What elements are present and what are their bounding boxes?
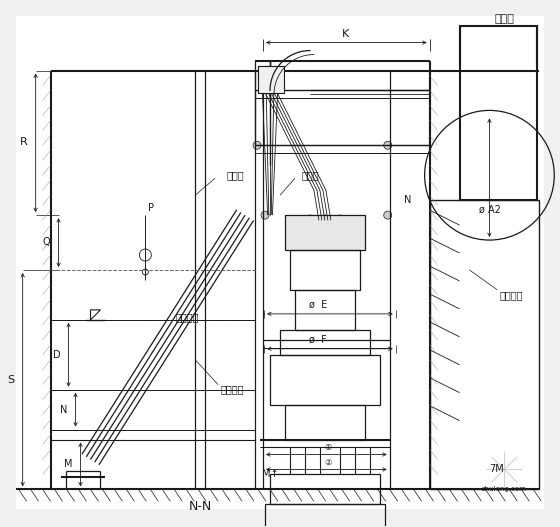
Bar	[460, 26, 538, 200]
Text: 穿墙管: 穿墙管	[494, 14, 514, 24]
Text: 矩形闸门: 矩形闸门	[220, 385, 244, 395]
Bar	[258, 65, 284, 93]
Text: 截污槽: 截污槽	[226, 170, 244, 180]
Text: D: D	[53, 350, 60, 360]
Bar	[285, 405, 365, 440]
Text: 最低水位: 最低水位	[175, 312, 199, 322]
Text: 启闭机: 启闭机	[301, 170, 319, 180]
Text: 7M: 7M	[489, 464, 504, 474]
Text: S: S	[8, 375, 15, 385]
Circle shape	[384, 141, 391, 149]
Text: M↑: M↑	[262, 470, 278, 480]
Text: 浮箱拍门: 浮箱拍门	[500, 290, 523, 300]
Text: K: K	[342, 28, 349, 38]
Text: ①: ①	[324, 443, 332, 452]
Bar	[265, 504, 385, 527]
Circle shape	[384, 211, 391, 219]
Bar	[270, 355, 380, 405]
Text: ø  F: ø F	[309, 335, 327, 345]
Text: R: R	[20, 138, 27, 148]
Bar	[285, 215, 365, 250]
Bar	[295, 290, 355, 330]
Bar	[258, 65, 283, 83]
Text: Q: Q	[43, 237, 50, 247]
Text: ②: ②	[324, 458, 332, 467]
Text: N: N	[60, 405, 68, 415]
Circle shape	[253, 141, 261, 149]
Text: ø A2: ø A2	[478, 205, 501, 215]
Bar	[290, 250, 360, 290]
Text: ø  E: ø E	[309, 300, 327, 310]
Text: N-N: N-N	[189, 500, 212, 513]
Bar	[280, 330, 370, 355]
Bar	[270, 474, 380, 504]
Bar	[430, 200, 539, 490]
Text: M: M	[64, 460, 73, 470]
Text: zhulong.com: zhulong.com	[482, 486, 527, 492]
Circle shape	[261, 211, 269, 219]
Text: N: N	[404, 195, 412, 205]
Text: P: P	[148, 203, 155, 213]
